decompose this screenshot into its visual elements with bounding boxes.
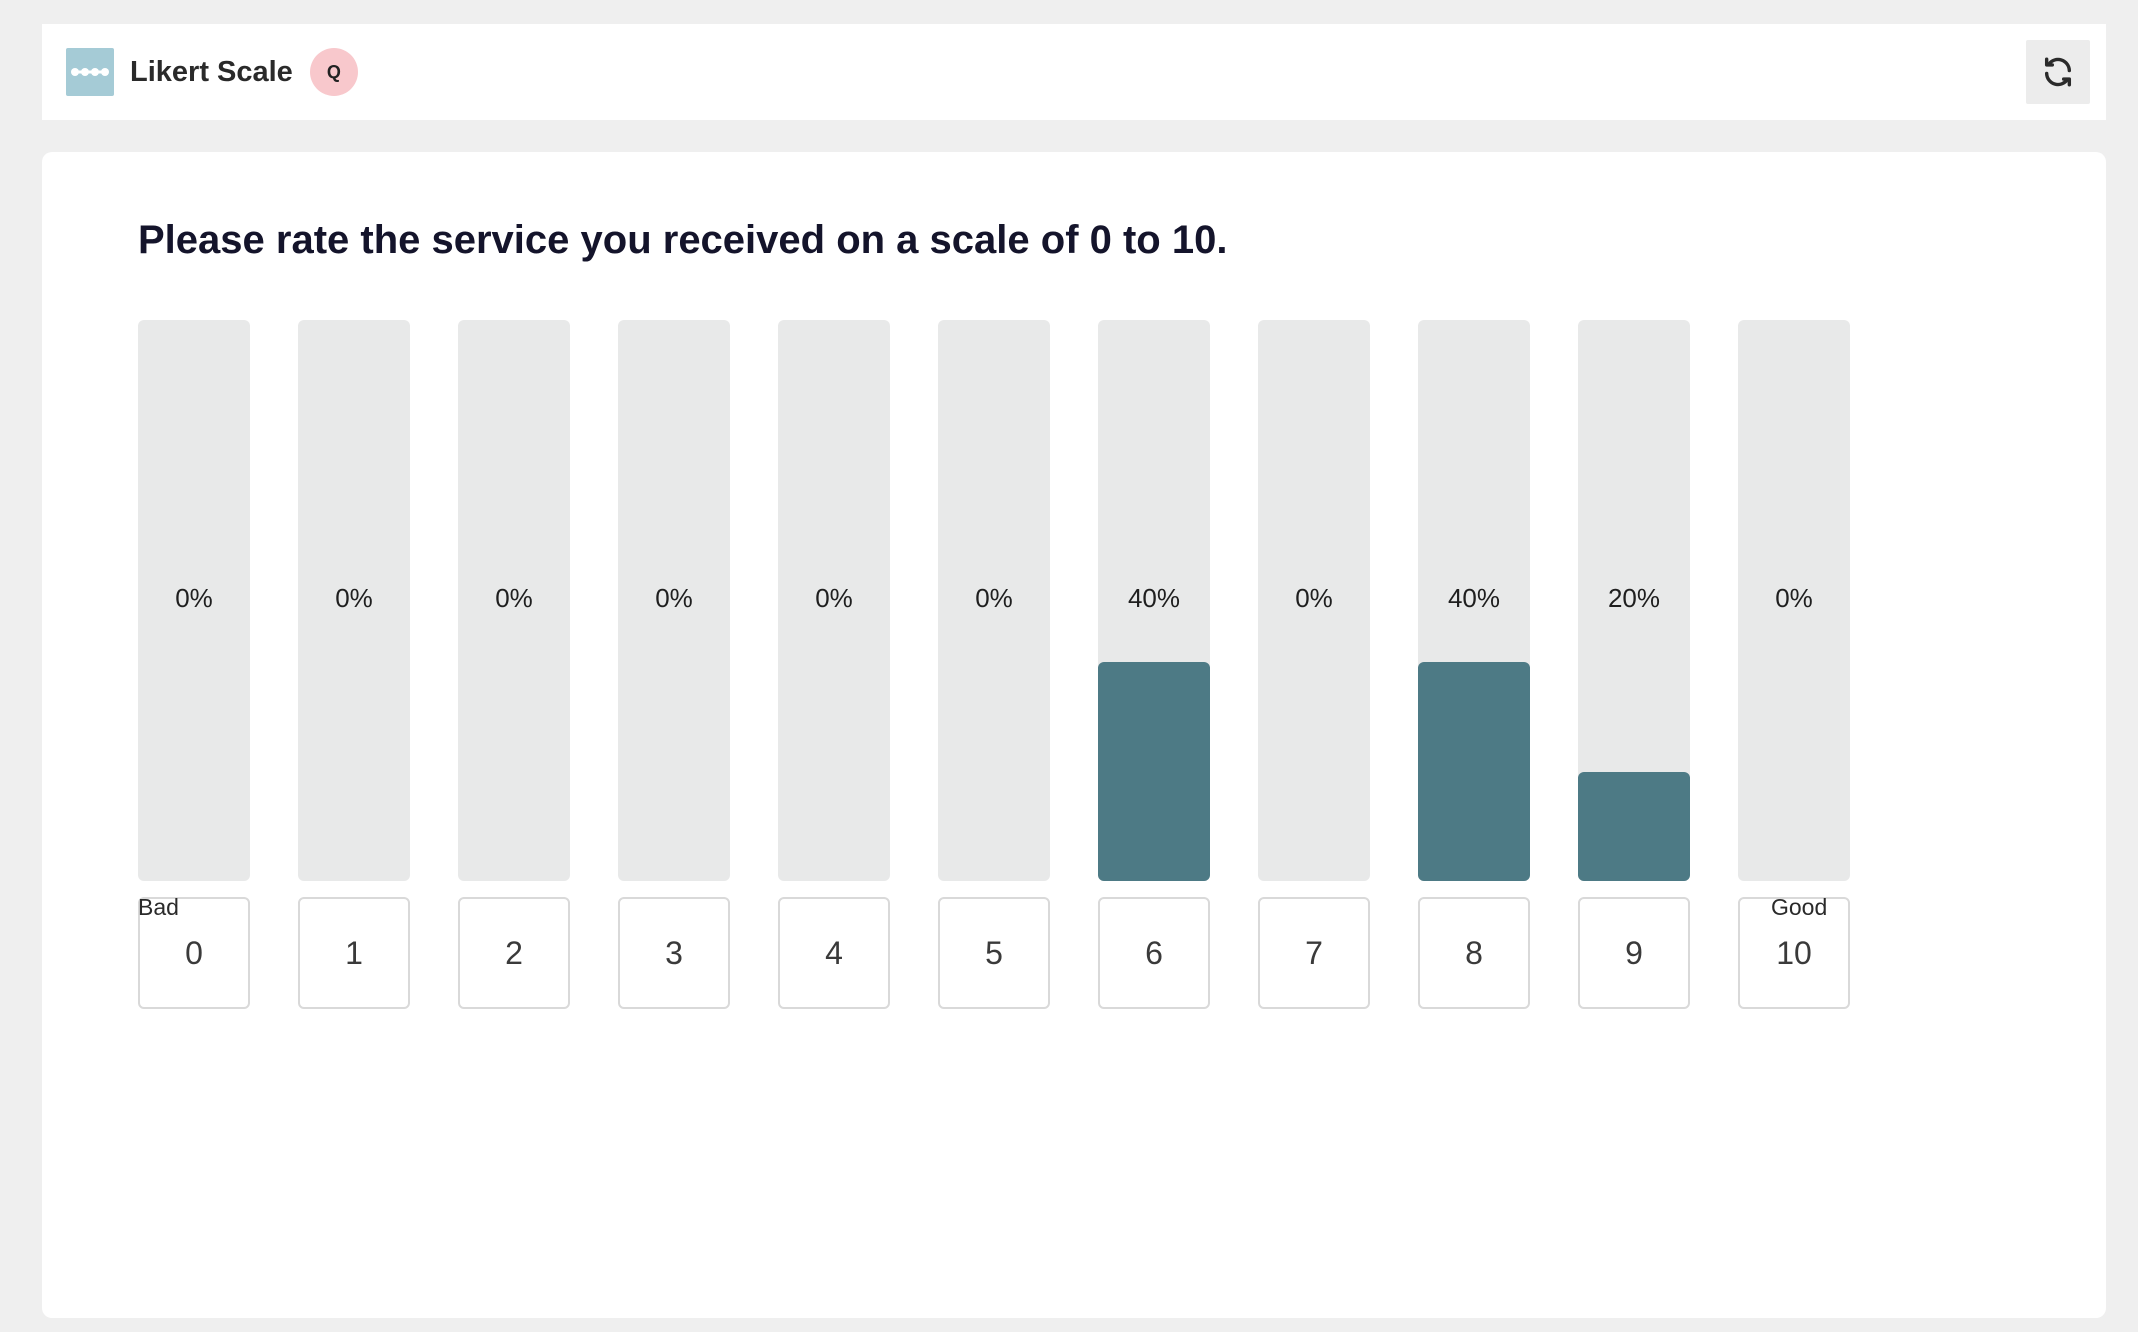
scale-column: 0% 5 [938,320,1050,1009]
result-bar: 0% [1258,320,1370,881]
top-bar: Likert Scale Q [42,24,2106,120]
result-bar: 0% [618,320,730,881]
result-bar: 20% [1578,320,1690,881]
result-bar: 40% [1418,320,1530,881]
scale-option-1[interactable]: 1 [298,897,410,1009]
likert-scale-icon [66,48,114,96]
refresh-button[interactable] [2026,40,2090,104]
scale-option-10[interactable]: 10 [1738,897,1850,1009]
result-bar: 0% [138,320,250,881]
percent-label: 0% [1775,583,1813,613]
percent-label: 0% [495,583,533,613]
scale-column: 0% 10 [1738,320,1850,1009]
scale-column: 40% 6 [1098,320,1210,1009]
scale-option-7[interactable]: 7 [1258,897,1370,1009]
scale-column: 0% 1 [298,320,410,1009]
scale-option-9[interactable]: 9 [1578,897,1690,1009]
percent-label: 0% [655,583,693,613]
result-bar: 0% [1738,320,1850,881]
app-title: Likert Scale [130,55,293,88]
scale-column: 0% 7 [1258,320,1370,1009]
percent-label: 40% [1127,583,1181,613]
question-card: Please rate the service you received on … [42,152,2106,1318]
scale-option-5[interactable]: 5 [938,897,1050,1009]
scale-column: 0% 3 [618,320,730,1009]
scale-option-0[interactable]: 0 [138,897,250,1009]
percent-label: 0% [1295,583,1333,613]
refresh-icon [2044,57,2072,87]
low-anchor-label: Bad [138,894,179,920]
question-text: Please rate the service you received on … [138,218,1228,262]
scale-option-4[interactable]: 4 [778,897,890,1009]
high-anchor-label: Good [1771,894,1828,920]
percent-label: 40% [1447,583,1501,613]
result-bar: 0% [458,320,570,881]
percent-label: 0% [815,583,853,613]
question-badge: Q [309,48,358,96]
likert-scale: 0% 0 0% 1 0% 2 0% 3 0% 4 0% 5 40% 6 0% 7 40% 8 20% 9 0% 10 [138,320,1850,1009]
result-bar: 0% [298,320,410,881]
scale-column: 0% 0 [138,320,250,1009]
result-bar-fill [1578,771,1690,881]
percent-label: 0% [175,583,213,613]
scale-column: 0% 2 [458,320,570,1009]
result-bar: 0% [778,320,890,881]
percent-label: 20% [1607,583,1661,613]
result-bar-fill [1098,662,1210,881]
scale-option-8[interactable]: 8 [1418,897,1530,1009]
result-bar: 0% [938,320,1050,881]
scale-column: 40% 8 [1418,320,1530,1009]
percent-label: 0% [335,583,373,613]
result-bar: 40% [1098,320,1210,881]
scale-option-6[interactable]: 6 [1098,897,1210,1009]
percent-label: 0% [975,583,1013,613]
scale-option-3[interactable]: 3 [618,897,730,1009]
scale-option-2[interactable]: 2 [458,897,570,1009]
scale-column: 20% 9 [1578,320,1690,1009]
scale-column: 0% 4 [778,320,890,1009]
result-bar-fill [1418,662,1530,881]
